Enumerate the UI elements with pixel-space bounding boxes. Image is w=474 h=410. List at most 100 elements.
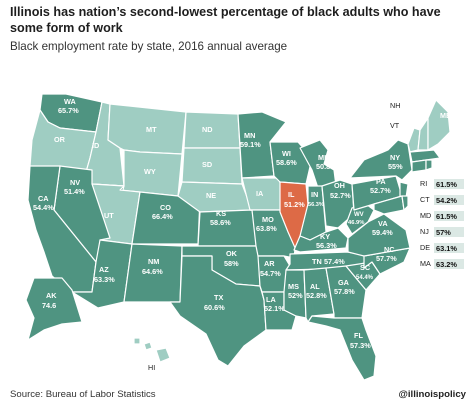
side-val-CT: 54.2%: [436, 196, 457, 205]
value-AZ: 63.3%: [94, 275, 115, 284]
side-box-MA: [434, 259, 464, 269]
value-AR: 54.7%: [260, 269, 281, 278]
side-abbr-NJ: NJ: [420, 227, 429, 236]
label-OK: OK: [226, 249, 238, 258]
value-AL: 52.8%: [306, 291, 327, 300]
value-TX: 60.6%: [204, 303, 225, 312]
label-IN: IN: [311, 190, 318, 199]
label-VT: VT: [390, 121, 400, 130]
label-WI: WI: [282, 149, 291, 158]
source-note: Source: Bureau of Labor Statistics: [10, 389, 156, 400]
small-states-list: RI 61.5% CT 54.2% MD 61.5% NJ 57% DE 63.…: [420, 179, 464, 269]
value-MO: 63.8%: [256, 224, 277, 233]
label-AK: AK: [46, 291, 57, 300]
chart-title: Illinois has nation’s second-lowest perc…: [10, 5, 441, 35]
label-WA: WA: [64, 97, 76, 106]
label-NM: NM: [148, 257, 159, 266]
label-SC: SC: [360, 263, 371, 272]
state-TX: [169, 255, 267, 367]
value-MN: 59.1%: [240, 140, 261, 149]
side-abbr-RI: RI: [420, 179, 427, 188]
label-TN: TN: [312, 257, 322, 266]
label-WV: WV: [354, 212, 364, 218]
label-SD: SD: [202, 160, 212, 169]
value-CO: 66.4%: [152, 212, 173, 221]
state-MI: [299, 139, 337, 189]
state-RI: [425, 159, 433, 171]
value-SC: 54.4%: [356, 275, 374, 281]
value-WV: 46.9%: [348, 220, 364, 226]
value-MS: 52%: [288, 291, 303, 300]
state-NH: [417, 117, 429, 151]
value-WI: 58.6%: [276, 158, 297, 167]
side-box-MD: [434, 211, 464, 221]
value-VA: 59.4%: [372, 228, 393, 237]
label-CA: CA: [38, 194, 49, 203]
value-IL: 51.2%: [284, 200, 305, 209]
label-CO: CO: [160, 203, 171, 212]
label-ID: ID: [92, 141, 99, 150]
label-NY: NY: [390, 153, 400, 162]
label-KS: KS: [216, 209, 226, 218]
label-TX: TX: [214, 293, 223, 302]
value-NY: 55%: [388, 162, 403, 171]
value-KS: 58.6%: [210, 218, 231, 227]
side-box-DE: [434, 243, 464, 253]
side-val-NJ: 57%: [436, 228, 451, 237]
value-FL: 57.3%: [350, 341, 371, 350]
label-AL: AL: [310, 282, 320, 291]
label-NV: NV: [70, 178, 80, 187]
label-UT: UT: [104, 211, 114, 220]
state-ME: [427, 99, 451, 151]
state-VA: [347, 213, 411, 257]
state-NM: [123, 243, 183, 303]
state-CT: [411, 159, 427, 173]
label-MO: MO: [262, 215, 274, 224]
value-NC: 57.7%: [376, 254, 397, 263]
state-NY: [349, 139, 413, 181]
label-PA: PA: [376, 177, 386, 186]
label-NC: NC: [384, 245, 395, 254]
side-abbr-CT: CT: [420, 195, 430, 204]
value-IN: 56.3%: [308, 202, 324, 208]
label-HI: HI: [148, 363, 155, 372]
side-box-NJ: [434, 227, 464, 237]
label-OH: OH: [334, 181, 345, 190]
value-PA: 52.7%: [370, 186, 391, 195]
label-MS: MS: [288, 282, 299, 291]
value-KY: 56.3%: [316, 241, 337, 250]
state-DE: [401, 195, 409, 211]
label-FL: FL: [354, 331, 363, 340]
side-abbr-MD: MD: [420, 211, 431, 220]
label-VA: VA: [378, 219, 388, 228]
value-OK: 58%: [224, 259, 239, 268]
state-KY: [293, 227, 349, 253]
chart-subtitle: Black employment rate by state, 2016 ann…: [10, 40, 288, 53]
side-box-RI: [434, 179, 464, 189]
state-HI: [133, 337, 171, 363]
label-ME: ME: [440, 111, 451, 120]
value-LA: 52.1%: [264, 304, 285, 313]
value-NM: 64.6%: [142, 267, 163, 276]
label-IL: IL: [288, 190, 295, 199]
value-NV: 51.4%: [64, 187, 85, 196]
label-ND: ND: [202, 125, 213, 134]
label-MN: MN: [244, 131, 255, 140]
side-val-MA: 63.2%: [436, 260, 457, 269]
state-MA: [409, 149, 441, 163]
side-val-MD: 61.5%: [436, 212, 457, 221]
state-MD: [373, 195, 405, 215]
state-FL: [307, 315, 377, 381]
label-MT: MT: [146, 125, 157, 134]
side-abbr-DE: DE: [420, 243, 430, 252]
label-NH: NH: [390, 101, 400, 110]
side-abbr-MA: MA: [420, 259, 431, 268]
label-WY: WY: [144, 167, 156, 176]
label-LA: LA: [266, 295, 276, 304]
label-AZ: AZ: [99, 265, 109, 274]
state-AK: [25, 277, 83, 341]
label-OR: OR: [54, 135, 66, 144]
label-MI: MI: [318, 153, 326, 162]
value-MI: 50.8%: [316, 162, 337, 171]
side-val-RI: 61.5%: [436, 180, 457, 189]
